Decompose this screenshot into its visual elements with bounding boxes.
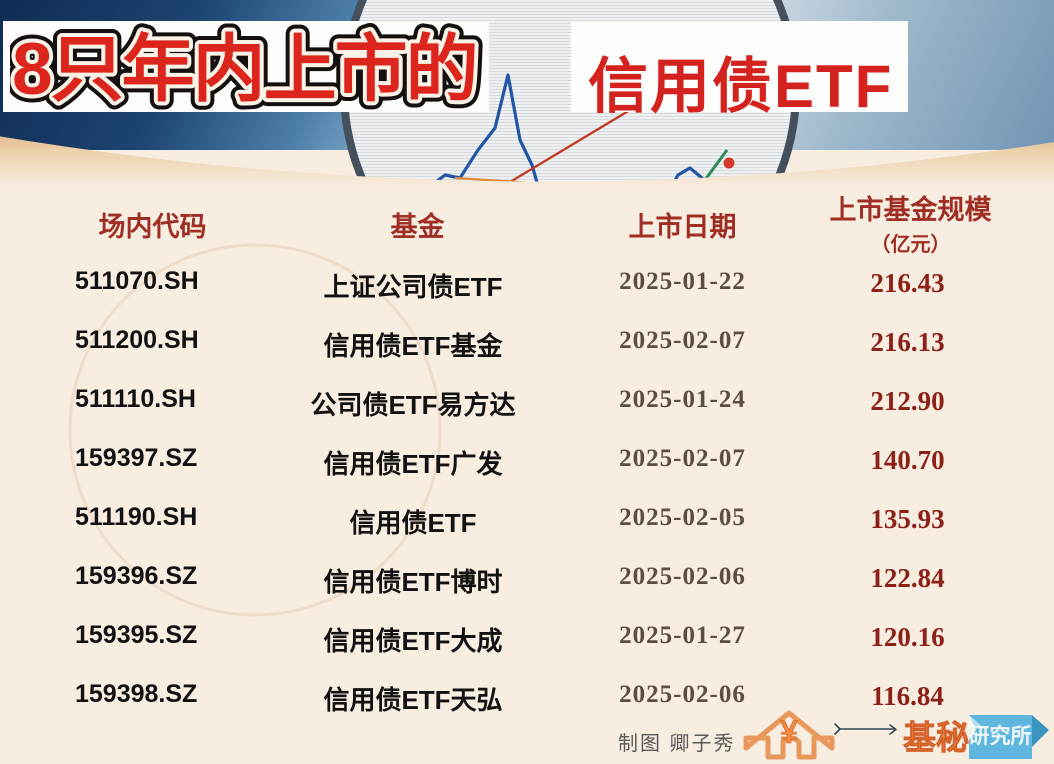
svg-text:基秘: 基秘 [903, 719, 969, 756]
svg-text:8只年内上市的: 8只年内上市的 [12, 29, 477, 110]
svg-text:¥: ¥ [780, 714, 798, 750]
svg-text:研究所: 研究所 [969, 724, 1032, 748]
